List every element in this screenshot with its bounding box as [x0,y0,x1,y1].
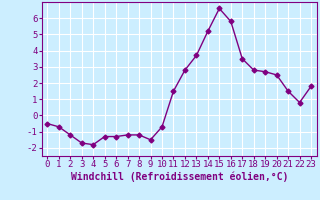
X-axis label: Windchill (Refroidissement éolien,°C): Windchill (Refroidissement éolien,°C) [70,172,288,182]
